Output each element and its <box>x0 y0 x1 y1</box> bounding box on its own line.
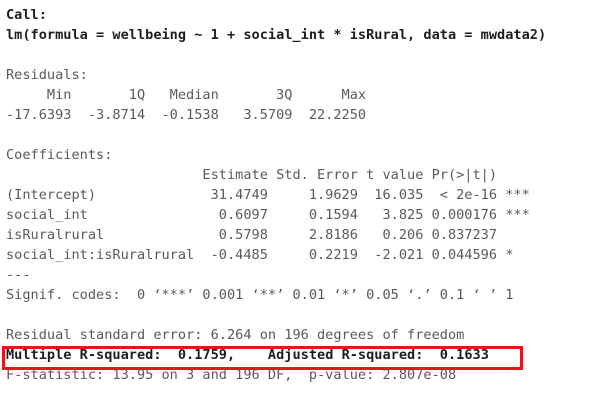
output-line: Estimate Std. Error t value Pr(>|t|) <box>6 167 498 183</box>
output-line: (Intercept) 31.4749 1.9629 16.035 < 2e-1… <box>6 187 530 203</box>
output-line: F-statistic: 13.95 on 3 and 196 DF, p-va… <box>6 367 457 383</box>
highlight-box <box>2 346 523 370</box>
output-section: Coefficients: Estimate Std. Error t valu… <box>6 145 546 305</box>
output-line: lm(formula = wellbeing ~ 1 + social_int … <box>6 27 547 43</box>
output-section: Residuals: Min 1Q Median 3Q Max -17.6393 … <box>6 65 546 125</box>
output-line: -17.6393 -3.8714 -0.1538 3.5709 22.2250 <box>6 107 367 123</box>
output-line: Coefficients: <box>6 147 113 163</box>
output-line: Multiple R-squared: 0.1759, Adjusted R-s… <box>6 347 498 363</box>
output-line: Call: <box>6 7 47 23</box>
output-line: Residuals: <box>6 67 88 83</box>
output-line: Residual standard error: 6.264 on 196 de… <box>6 327 465 343</box>
output-line: social_int 0.6097 0.1594 3.825 0.000176 … <box>6 207 530 223</box>
output-line: Signif. codes: 0 ‘***’ 0.001 ‘**’ 0.01 ‘… <box>6 287 514 303</box>
output-line: social_int:isRuralrural -0.4485 0.2219 -… <box>6 247 514 263</box>
output-line: isRuralrural 0.5798 2.8186 0.206 0.83723… <box>6 227 498 243</box>
output-line: --- <box>6 267 31 283</box>
console-output: Call: lm(formula = wellbeing ~ 1 + social… <box>6 5 546 400</box>
output-line: Min 1Q Median 3Q Max <box>6 87 367 103</box>
output-section: Residual standard error: 6.264 on 196 de… <box>6 325 546 385</box>
output-section: Call: lm(formula = wellbeing ~ 1 + social… <box>6 5 546 45</box>
